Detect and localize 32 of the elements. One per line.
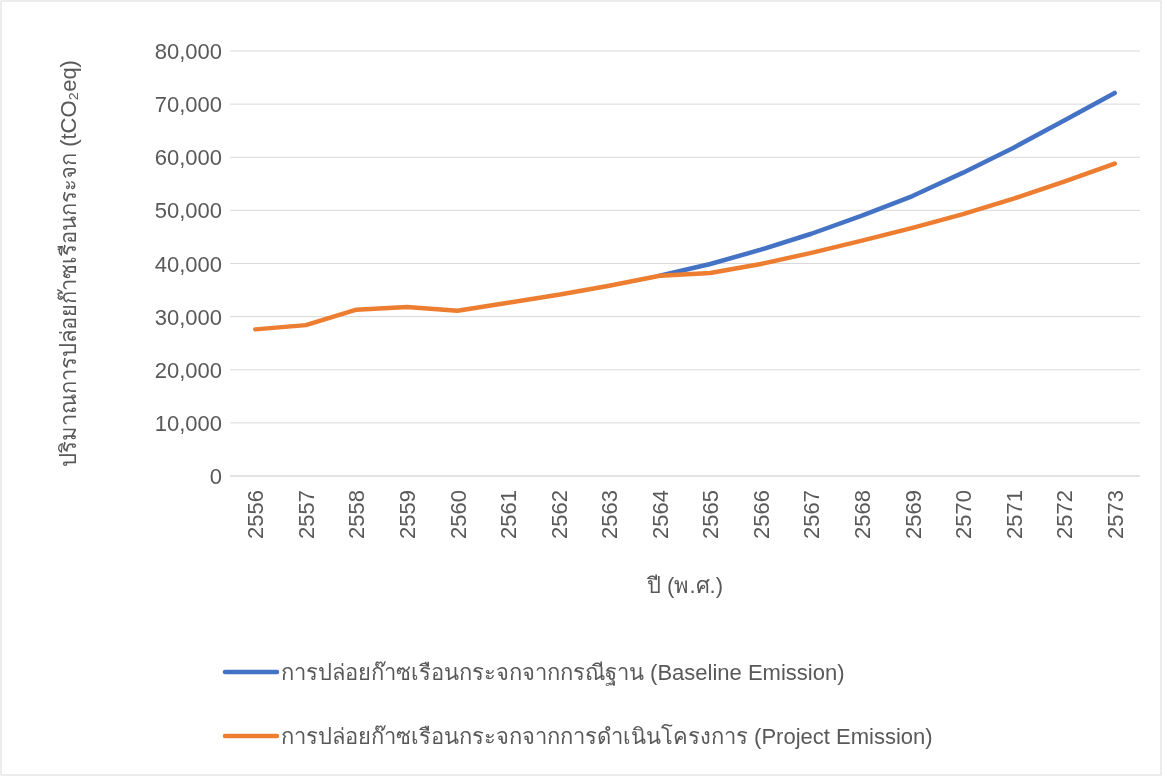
y-tick-label: 30,000	[154, 304, 222, 330]
x-tick-label: 2573	[1102, 490, 1128, 539]
x-tick-label: 2566	[748, 490, 774, 539]
x-tick-label: 2562	[546, 490, 572, 539]
x-tick-label: 2557	[293, 490, 319, 539]
x-tick-label: 2558	[344, 490, 370, 539]
y-tick-label: 10,000	[154, 410, 222, 436]
x-tick-label: 2567	[799, 490, 825, 539]
y-tick-label: 80,000	[154, 39, 222, 64]
y-tick-label: 70,000	[154, 92, 222, 118]
x-tick-label: 2571	[1001, 490, 1027, 539]
legend-label: การปล่อยก๊าซเรือนกระจกจากการดำเนินโครงการ (Project Emission)	[281, 724, 933, 749]
y-tick-label: 0	[209, 464, 222, 489]
y-tick-label: 40,000	[154, 251, 222, 277]
y-tick-label: 20,000	[154, 357, 222, 383]
x-tick-label: 2560	[445, 490, 471, 539]
x-tick-label: 2563	[597, 490, 623, 539]
x-tick-label: 2561	[496, 490, 522, 539]
x-tick-label: 2564	[647, 490, 673, 539]
y-tick-label: 60,000	[154, 145, 222, 171]
line-series	[253, 161, 1117, 332]
y-axis-title: ปริมาณการปล่อยก๊าซเรือนกระจก (tCO₂eq)	[56, 60, 81, 467]
x-tick-label: 2565	[698, 490, 724, 539]
x-tick-label: 2569	[900, 490, 926, 539]
y-tick-label: 50,000	[154, 198, 222, 224]
legend-label: การปล่อยก๊าซเรือนกระจกจากกรณีฐาน (Baseline Emission)	[281, 660, 845, 686]
x-tick-label: 2570	[951, 490, 977, 539]
x-tick-label: 2556	[243, 490, 269, 539]
x-tick-label: 2572	[1052, 490, 1078, 539]
x-tick-label: 2559	[394, 490, 420, 539]
x-tick-label: 2568	[849, 490, 875, 539]
x-axis-title: ปี (พ.ศ.)	[646, 573, 723, 598]
